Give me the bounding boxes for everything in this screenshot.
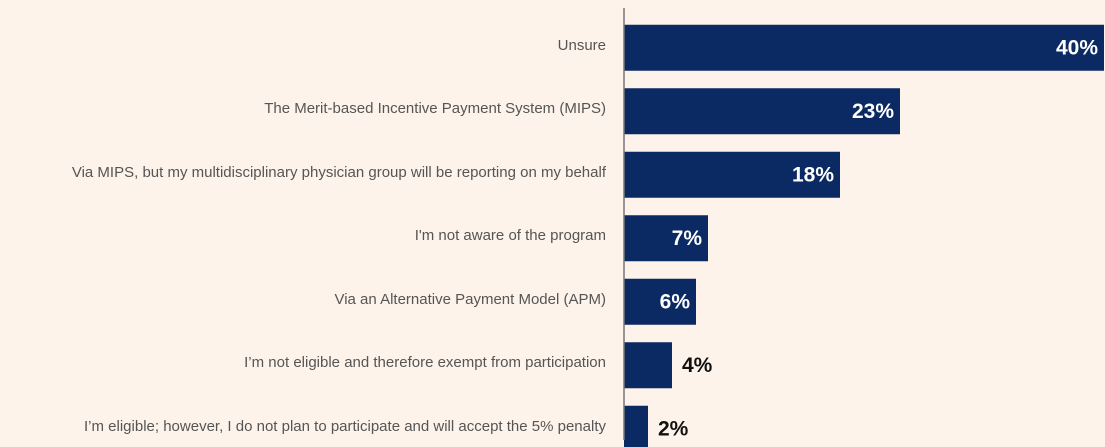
category-label: Via an Alternative Payment Model (APM) <box>334 290 606 308</box>
value-label: 23% <box>852 100 894 123</box>
category-label: The Merit-based Incentive Payment System… <box>264 100 606 118</box>
bar <box>624 151 840 198</box>
category-label: Unsure <box>557 36 606 54</box>
category-label-box: I'm not aware of the program <box>414 227 606 245</box>
category-label-box: Unsure <box>557 36 606 54</box>
category-label-box: I’m eligible; however, I do not plan to … <box>84 417 606 435</box>
category-label: Via MIPS, but my multidisciplinary physi… <box>71 163 606 181</box>
category-label-box: Via an Alternative Payment Model (APM) <box>334 290 606 308</box>
bar <box>624 215 708 262</box>
category-label: I’m not eligible and therefore exempt fr… <box>244 354 606 372</box>
value-label: 18% <box>792 163 834 186</box>
category-label: I'm not aware of the program <box>414 227 606 245</box>
bar <box>624 342 672 389</box>
value-label: 2% <box>658 417 689 440</box>
category-label: I’m eligible; however, I do not plan to … <box>84 417 606 435</box>
value-label: 7% <box>672 227 703 250</box>
bar <box>624 24 1104 71</box>
value-label: 6% <box>660 290 691 313</box>
category-label-box: I’m not eligible and therefore exempt fr… <box>244 354 606 372</box>
bar <box>624 88 900 135</box>
value-label: 4% <box>682 354 713 377</box>
category-label-box: Via MIPS, but my multidisciplinary physi… <box>71 163 606 181</box>
bar <box>624 278 696 325</box>
bar <box>624 405 648 447</box>
value-label: 40% <box>1056 36 1098 59</box>
category-label-box: The Merit-based Incentive Payment System… <box>264 100 606 118</box>
